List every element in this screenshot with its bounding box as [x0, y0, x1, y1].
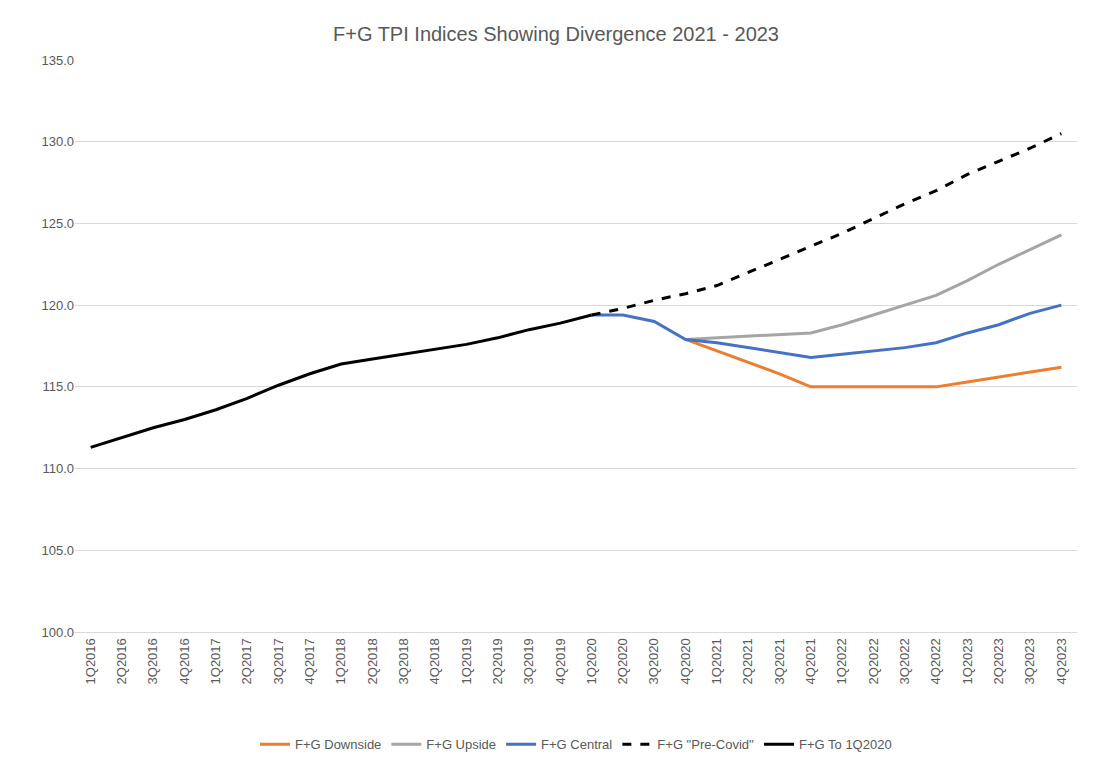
svg-text:130.0: 130.0 — [41, 134, 74, 149]
svg-text:1Q2016: 1Q2016 — [83, 638, 98, 684]
svg-text:3Q2017: 3Q2017 — [271, 638, 286, 684]
svg-text:F+G "Pre-Covid": F+G "Pre-Covid" — [657, 737, 754, 752]
svg-text:1Q2019: 1Q2019 — [459, 638, 474, 684]
svg-text:4Q2023: 4Q2023 — [1054, 638, 1069, 684]
svg-text:3Q2020: 3Q2020 — [647, 638, 662, 684]
svg-text:2Q2021: 2Q2021 — [740, 638, 755, 684]
svg-text:4Q2022: 4Q2022 — [928, 638, 943, 684]
svg-text:120.0: 120.0 — [41, 298, 74, 313]
svg-text:3Q2019: 3Q2019 — [521, 638, 536, 684]
svg-text:F+G Central: F+G Central — [541, 737, 612, 752]
svg-text:3Q2016: 3Q2016 — [146, 638, 161, 684]
svg-text:1Q2022: 1Q2022 — [834, 638, 849, 684]
svg-text:4Q2019: 4Q2019 — [553, 638, 568, 684]
svg-text:3Q2018: 3Q2018 — [396, 638, 411, 684]
svg-text:3Q2022: 3Q2022 — [897, 638, 912, 684]
svg-text:100.0: 100.0 — [41, 625, 74, 640]
svg-text:F+G Upside: F+G Upside — [426, 737, 496, 752]
svg-text:3Q2021: 3Q2021 — [772, 638, 787, 684]
svg-text:2Q2022: 2Q2022 — [866, 638, 881, 684]
svg-text:3Q2023: 3Q2023 — [1022, 638, 1037, 684]
svg-text:2Q2018: 2Q2018 — [365, 638, 380, 684]
svg-text:110.0: 110.0 — [42, 461, 74, 476]
svg-text:F+G To 1Q2020: F+G To 1Q2020 — [799, 737, 892, 752]
svg-text:135.0: 135.0 — [41, 53, 74, 68]
svg-text:4Q2020: 4Q2020 — [678, 638, 693, 684]
svg-text:2Q2023: 2Q2023 — [991, 638, 1006, 684]
svg-text:115.0: 115.0 — [42, 379, 74, 394]
svg-text:4Q2016: 4Q2016 — [177, 638, 192, 684]
svg-text:125.0: 125.0 — [41, 216, 74, 231]
svg-text:2Q2019: 2Q2019 — [490, 638, 505, 684]
svg-text:2Q2016: 2Q2016 — [114, 638, 129, 684]
svg-text:105.0: 105.0 — [41, 543, 74, 558]
svg-text:2Q2020: 2Q2020 — [615, 638, 630, 684]
svg-text:F+G Downside: F+G Downside — [295, 737, 381, 752]
svg-text:4Q2018: 4Q2018 — [427, 638, 442, 684]
svg-text:1Q2017: 1Q2017 — [208, 638, 223, 684]
svg-text:1Q2023: 1Q2023 — [960, 638, 975, 684]
svg-text:4Q2017: 4Q2017 — [302, 638, 317, 684]
svg-text:2Q2017: 2Q2017 — [239, 638, 254, 684]
svg-text:4Q2021: 4Q2021 — [803, 638, 818, 684]
svg-text:F+G TPI Indices Showing Diverg: F+G TPI Indices Showing Divergence 2021 … — [333, 23, 779, 45]
svg-text:1Q2021: 1Q2021 — [709, 638, 724, 684]
svg-text:1Q2018: 1Q2018 — [333, 638, 348, 684]
svg-text:1Q2020: 1Q2020 — [584, 638, 599, 684]
